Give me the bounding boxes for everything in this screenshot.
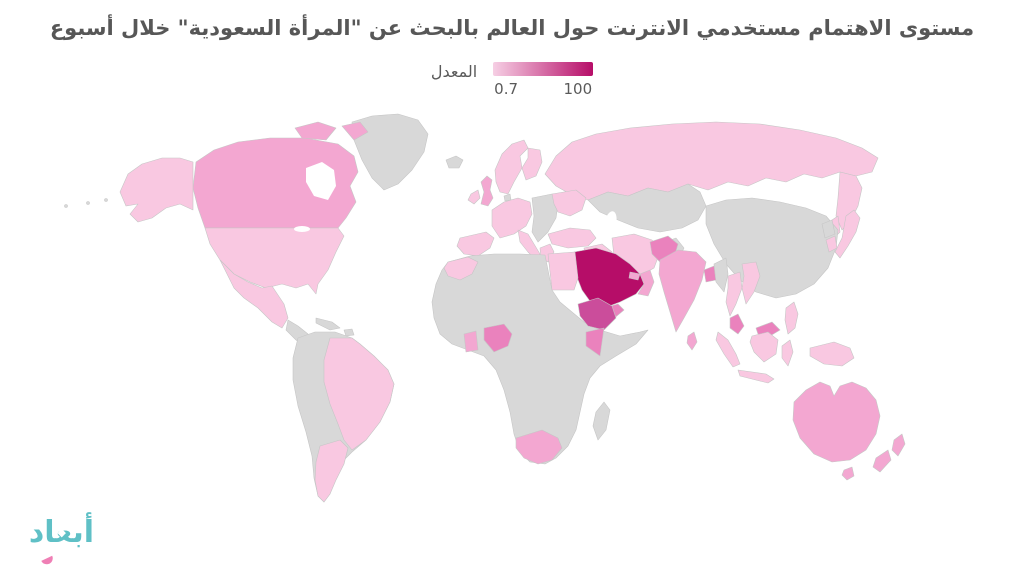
country-argentina xyxy=(314,439,349,503)
logo-text: أبعاد xyxy=(28,515,94,550)
page-title: مستوى الاهتمام مستخدمي الانترنت حول العا… xyxy=(49,16,975,40)
legend: المعدل 0.7 100 xyxy=(0,62,1024,98)
country-saudi-arabia xyxy=(573,247,645,309)
legend-gradient-bar xyxy=(493,62,594,76)
country-thailand xyxy=(725,271,743,317)
canada-arctic-islands xyxy=(294,121,337,141)
new-zealand-north-island xyxy=(891,433,906,457)
legend-max-value: 100 xyxy=(563,80,593,98)
aleutian-islands xyxy=(64,204,68,208)
country-south-africa xyxy=(515,429,563,465)
legend-ticks: 0.7 100 xyxy=(493,80,593,98)
country-united-kingdom xyxy=(480,175,494,207)
country-malaysia-borneo xyxy=(755,321,781,337)
country-finland xyxy=(521,147,543,181)
country-usa-alaska xyxy=(119,157,194,223)
country-ghana xyxy=(463,330,479,353)
indonesia-sulawesi xyxy=(781,339,794,367)
country-canada xyxy=(192,137,359,229)
australia-tasmania xyxy=(841,466,855,481)
indonesia-java xyxy=(737,369,775,384)
country-egypt xyxy=(547,251,579,291)
great-lakes xyxy=(294,226,310,232)
aleutian-islands-3 xyxy=(104,198,108,202)
indonesia-borneo xyxy=(749,331,779,363)
country-cuba xyxy=(315,317,341,331)
country-ukraine xyxy=(551,189,587,217)
country-sri-lanka xyxy=(686,331,698,351)
country-mexico xyxy=(219,259,289,329)
country-hispaniola xyxy=(343,328,355,337)
country-india xyxy=(658,249,707,333)
aleutian-islands-2 xyxy=(86,201,90,205)
country-denmark xyxy=(503,193,512,202)
country-usa xyxy=(204,227,345,295)
legend-min-value: 0.7 xyxy=(494,80,519,98)
indonesia-sumatra xyxy=(715,331,741,368)
gem-icon: ◆ xyxy=(57,526,66,539)
country-malaysia-peninsula xyxy=(729,313,745,335)
legend-label: المعدل xyxy=(430,62,478,81)
country-ethiopia xyxy=(577,297,617,331)
country-north-korea xyxy=(821,219,836,239)
country-brazil xyxy=(323,337,395,451)
region-vietnam-laos xyxy=(741,261,761,305)
country-oman xyxy=(637,269,655,297)
country-iceland xyxy=(445,155,464,169)
logo-swoosh-icon xyxy=(41,555,55,567)
country-myanmar xyxy=(713,257,729,293)
legend-scale: 0.7 100 xyxy=(493,62,594,98)
hudson-bay xyxy=(306,162,336,200)
country-madagascar xyxy=(592,401,611,441)
country-nigeria xyxy=(483,323,513,353)
caspian-sea xyxy=(603,211,617,237)
country-papua-new-guinea xyxy=(809,341,855,367)
region-scandinavia xyxy=(494,139,529,195)
country-greenland xyxy=(351,113,429,191)
canada-arctic-islands-2 xyxy=(341,121,369,141)
region-iberia xyxy=(456,231,495,257)
country-turkey xyxy=(547,227,597,249)
country-morocco xyxy=(443,256,479,281)
region-western-europe xyxy=(491,197,533,239)
new-zealand-south-island xyxy=(872,449,892,473)
country-uae xyxy=(628,271,641,281)
world-choropleth-map xyxy=(64,113,906,503)
country-philippines xyxy=(784,301,799,335)
abaad-logo: أبعاد ◆ xyxy=(14,516,100,568)
country-australia xyxy=(792,381,881,463)
region-africa-no-data xyxy=(431,253,649,465)
country-ireland xyxy=(467,189,481,205)
country-japan xyxy=(834,209,861,259)
country-kenya xyxy=(585,327,605,357)
country-russia xyxy=(544,121,879,201)
